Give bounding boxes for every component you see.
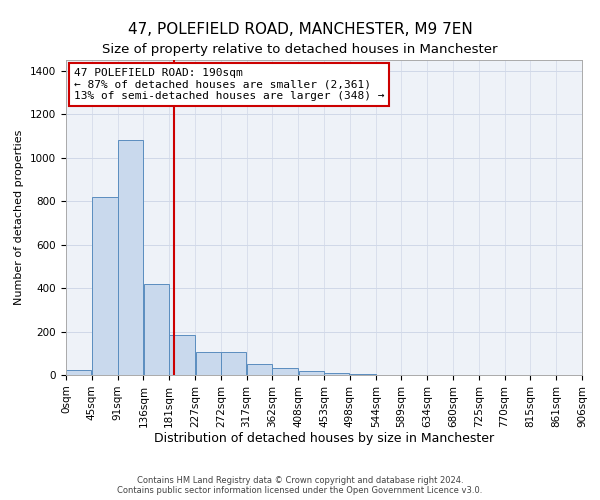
Text: Contains HM Land Registry data © Crown copyright and database right 2024.
Contai: Contains HM Land Registry data © Crown c… xyxy=(118,476,482,495)
Y-axis label: Number of detached properties: Number of detached properties xyxy=(14,130,25,305)
Bar xyxy=(272,368,298,375)
Bar xyxy=(221,352,247,375)
Text: 47 POLEFIELD ROAD: 190sqm
← 87% of detached houses are smaller (2,361)
13% of se: 47 POLEFIELD ROAD: 190sqm ← 87% of detac… xyxy=(74,68,384,101)
Text: Size of property relative to detached houses in Manchester: Size of property relative to detached ho… xyxy=(102,42,498,56)
Bar xyxy=(196,352,221,375)
Bar xyxy=(247,364,272,375)
X-axis label: Distribution of detached houses by size in Manchester: Distribution of detached houses by size … xyxy=(154,432,494,446)
Bar xyxy=(92,197,118,375)
Bar xyxy=(118,140,143,375)
Bar xyxy=(350,374,376,375)
Bar xyxy=(169,335,195,375)
Text: 47, POLEFIELD ROAD, MANCHESTER, M9 7EN: 47, POLEFIELD ROAD, MANCHESTER, M9 7EN xyxy=(128,22,472,38)
Bar xyxy=(66,370,91,375)
Bar xyxy=(324,373,349,375)
Bar xyxy=(143,284,169,375)
Bar xyxy=(299,370,324,375)
